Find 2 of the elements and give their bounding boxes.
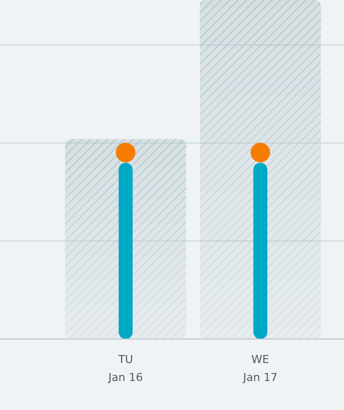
x-tick-label: TU Jan 16 — [107, 353, 143, 384]
x-tick-label: WE Jan 17 — [242, 353, 278, 384]
